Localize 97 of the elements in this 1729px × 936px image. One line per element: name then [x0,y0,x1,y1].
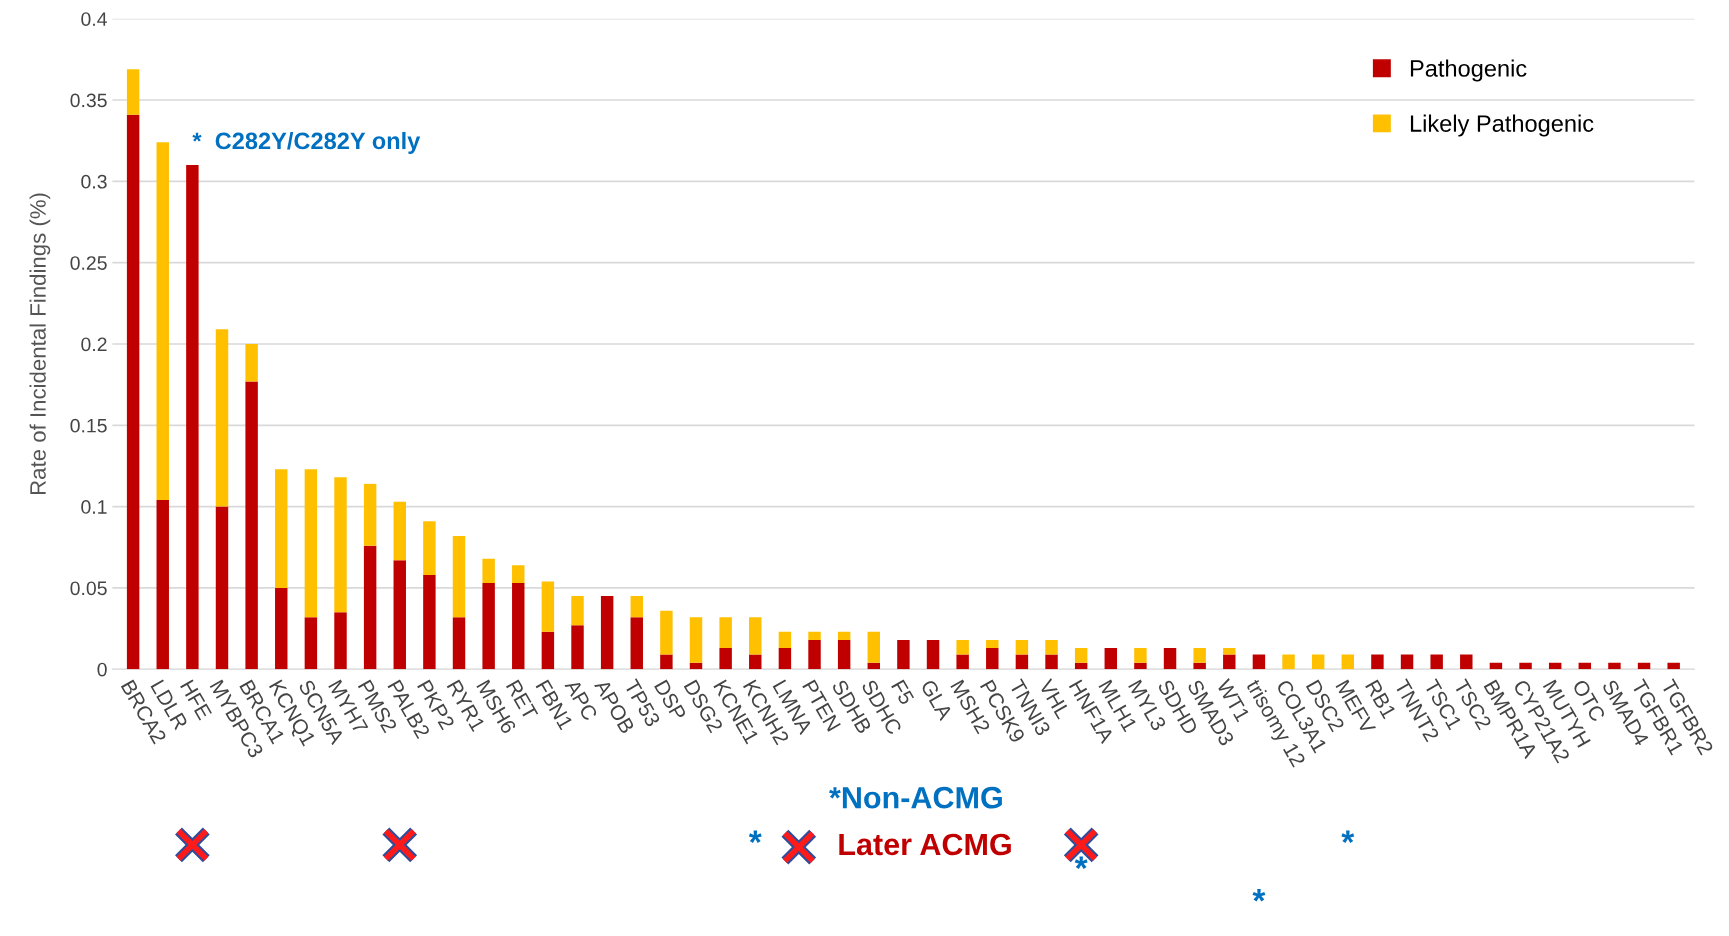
bar [541,631,555,670]
bar [482,583,495,670]
bar [956,639,969,655]
y-tick-label: 0.15 [70,418,107,433]
bar [1134,662,1147,670]
y-tick-label: 0.4 [81,12,107,26]
bar [1193,648,1206,663]
text: Later ACMG [839,833,1011,856]
bar [1074,648,1088,663]
y-tick-label: 0 [97,662,107,677]
bar [689,617,703,663]
annotation: * C282Y/C282Y only [192,131,421,154]
bar [1519,662,1532,670]
bar [452,617,466,670]
bar [1163,648,1177,670]
bar [630,617,643,670]
bar [749,654,762,670]
bar [512,583,525,670]
bar [1430,654,1443,670]
bar [512,565,525,584]
bar [1371,654,1384,670]
text: * [1074,856,1088,869]
bar [393,560,406,670]
y-tick-label: 0.05 [70,581,107,596]
bar [275,587,288,670]
text: * [748,830,762,843]
bar [1104,648,1118,670]
bar [393,501,406,561]
y-tick-label: 0.35 [70,93,107,108]
bar [334,612,347,670]
bar [275,469,288,588]
bar [660,654,673,670]
bar [245,343,258,382]
bar [1223,654,1236,670]
bar [452,535,466,618]
bar [363,545,377,670]
bar [1015,639,1029,655]
bar [215,506,229,670]
bar [156,142,169,501]
y-axis-title: Rate of Incidental Findings (%) [29,193,51,495]
bar [1282,654,1295,670]
bar [1311,654,1325,670]
bar [808,631,821,640]
bar [660,610,673,655]
bar [1134,648,1147,663]
bar [808,639,821,670]
bar [541,581,555,632]
bar [600,596,614,670]
bar [482,558,495,584]
bar [1193,662,1206,670]
bar [719,648,732,670]
bar [304,617,318,670]
bar [778,631,792,649]
y-tick-label: 0.3 [81,174,107,189]
text: * [1252,889,1266,902]
legend-label: Likely Pathogenic [1410,114,1594,137]
bar [1045,639,1058,655]
bar [837,631,851,640]
bar [126,69,140,115]
bar [1341,654,1355,670]
bar [1608,662,1621,670]
bar [986,639,999,649]
bar [778,648,792,670]
y-tick-label: 0.1 [81,500,107,514]
bar [423,574,436,670]
bar [1667,662,1680,670]
legend-label: Pathogenic [1410,59,1527,82]
bar [571,625,584,670]
bar [926,639,940,670]
bar [986,648,999,670]
bar [1252,654,1266,670]
bar [719,617,732,649]
y-tick-label: 0.25 [70,256,107,270]
bar [304,469,318,618]
bar [363,483,377,546]
bar [1045,654,1058,670]
bar [1223,648,1236,655]
bar [245,381,258,670]
bar [897,639,910,670]
y-tick-label: 0.2 [81,337,107,352]
bar [334,477,347,613]
bar [571,596,584,626]
bar [837,639,851,670]
text: * [1341,830,1355,843]
bar [1400,654,1414,670]
bar [215,329,229,507]
bar [126,114,140,670]
bar [186,165,199,670]
bar [867,631,880,663]
bar [749,617,762,655]
bar [423,521,436,575]
bar [630,596,643,618]
bar [1015,654,1029,670]
text: *Non-ACMG [829,786,1002,809]
bar [156,500,169,670]
bar [956,654,969,670]
bar [1460,654,1473,670]
